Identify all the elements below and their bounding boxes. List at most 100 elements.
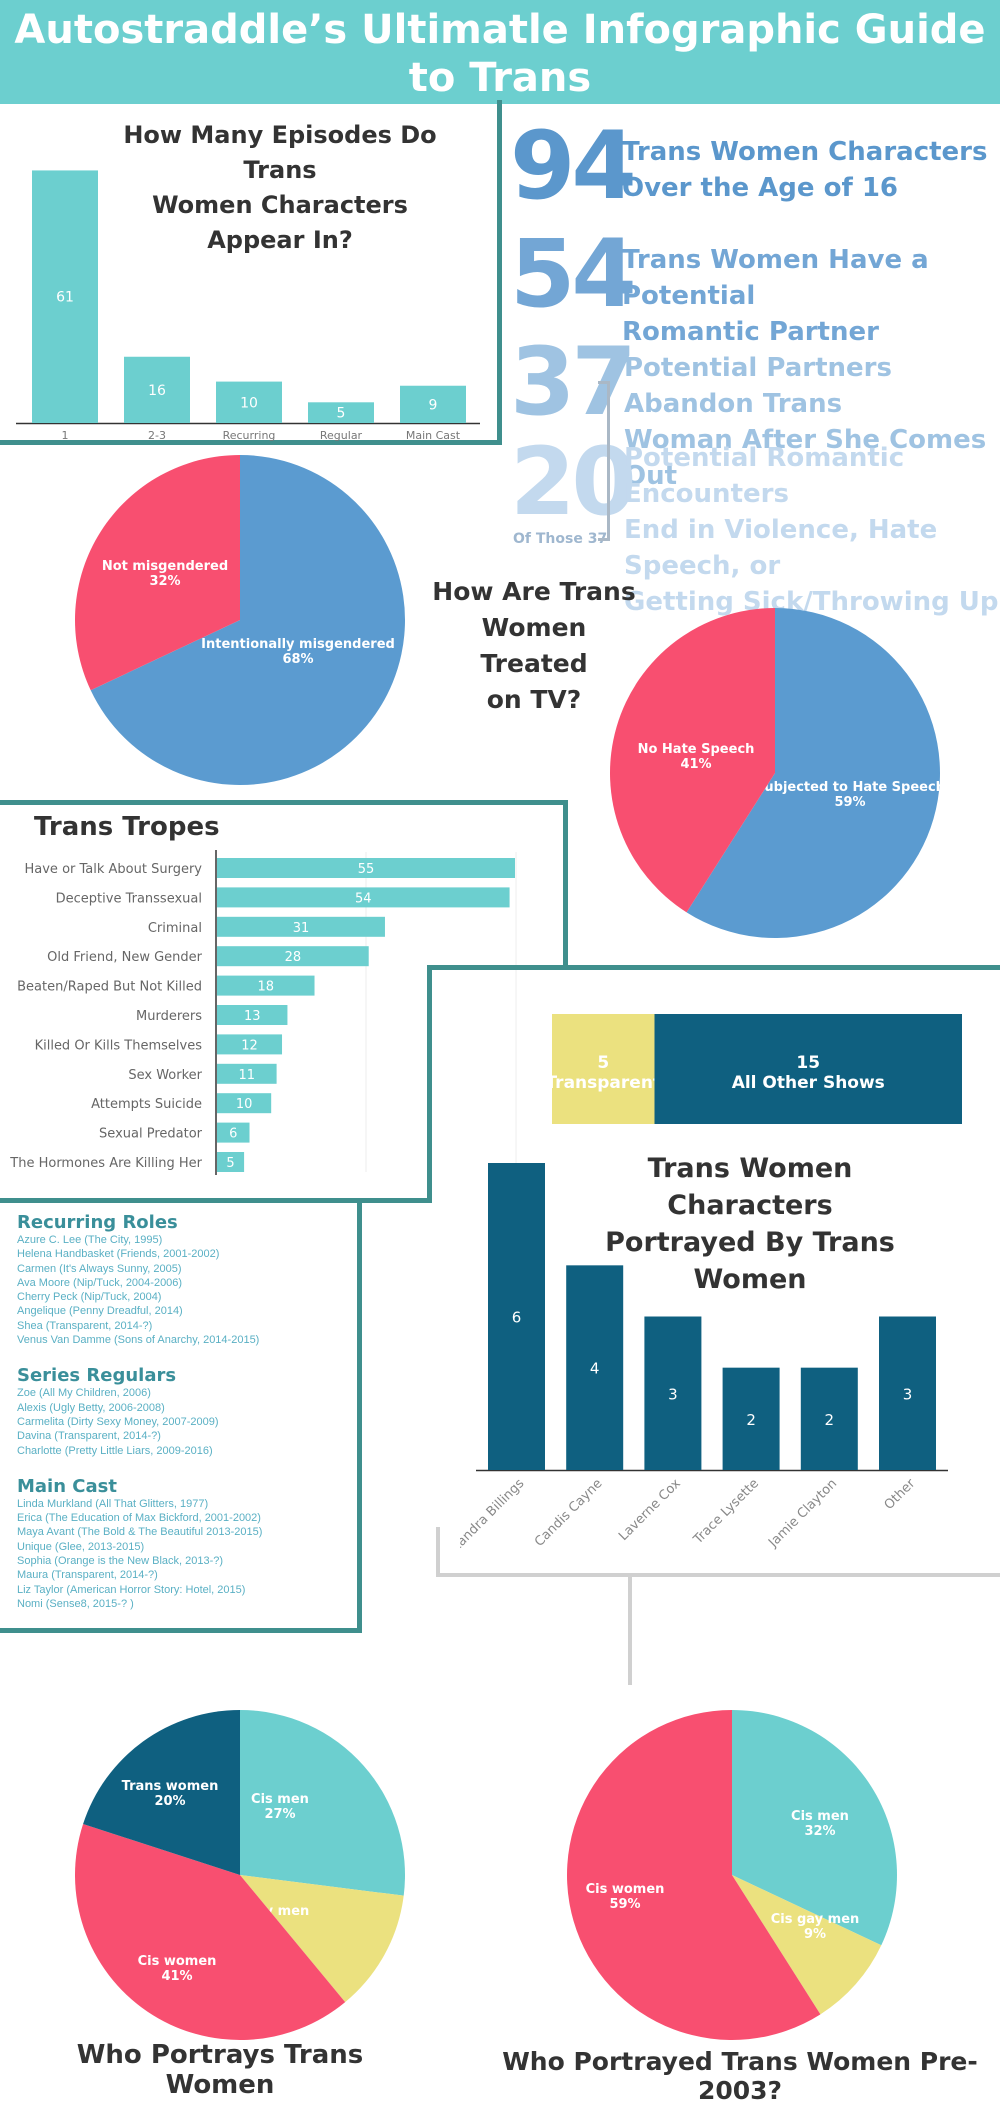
pie-slice-label: Cis men [791, 1809, 849, 1824]
tropes-bar [217, 1063, 277, 1084]
roles-group-recurring: Recurring Roles Azure C. Lee (The City, … [17, 1212, 352, 1347]
episodes-bar [308, 402, 374, 423]
episodes-bar-value: 16 [148, 383, 166, 399]
stat-text-20-line2: End in Violence, Hate Speech, or [624, 515, 938, 581]
episodes-chart-title-line2: Women Characters Appear In? [152, 191, 408, 254]
portrayed-bar-value: 2 [825, 1411, 835, 1429]
roles-heading: Recurring Roles [17, 1212, 178, 1233]
stats-subnote: Of Those 37 [513, 531, 608, 547]
role-item: Azure C. Lee (The City, 1995) [17, 1234, 163, 1246]
shows-segment [552, 1014, 655, 1124]
pie-slice-pct: 32% [149, 574, 180, 589]
tropes-box-top-border [0, 800, 568, 805]
tropes-bar [217, 916, 385, 937]
treated-title-line2: Women Treated [480, 613, 588, 678]
portrayed-panel-left-border [427, 965, 432, 1203]
tropes-bar [217, 946, 369, 967]
tropes-category-label: The Hormones Are Killing Her [9, 1156, 202, 1171]
episodes-box-bottom-border [0, 440, 502, 445]
episodes-tick-label: Regular [320, 429, 363, 442]
tropes-bar-value: 12 [241, 1038, 258, 1053]
tropes-box-right-border [563, 800, 568, 970]
stat-number-94: 94 [510, 112, 637, 221]
role-item: Nomi (Sense8, 2015-? ) [17, 1597, 134, 1610]
episodes-tick-label: 2-3 [148, 429, 166, 442]
portrayed-panel-top-border [427, 965, 1000, 970]
role-item: Shea (Transparent, 2014-?) [17, 1319, 153, 1332]
pie-slice [83, 1710, 240, 1875]
pie-slice [90, 455, 405, 785]
tropes-title: Trans Tropes [34, 812, 220, 842]
roles-box-right-border [357, 1198, 362, 1633]
roles-heading: Main Cast [17, 1475, 117, 1497]
portrayed-bar-value: 3 [903, 1385, 913, 1403]
tropes-bar-value: 11 [239, 1068, 256, 1083]
pie-slice-pct: 9% [804, 1927, 826, 1942]
tropes-bar [217, 1122, 250, 1143]
role-item: Alexis (Ugly Betty, 2006-2008) [17, 1401, 165, 1414]
portrayed-bar [800, 1367, 858, 1470]
role-item: Venus Van Damme (Sons of Anarchy, 2014-2… [17, 1334, 260, 1347]
role-item: Unique (Glee, 2013-2015) [17, 1540, 145, 1553]
tropes-bar-value: 31 [293, 921, 310, 936]
treated-title-line3: on TV? [486, 685, 582, 714]
roles-box-bottom-border [0, 1628, 362, 1633]
role-item: Angelique (Penny Dreadful, 2014) [17, 1305, 183, 1318]
portrayed-bar-value: 3 [668, 1385, 678, 1403]
episodes-bar-value: 5 [337, 406, 346, 422]
shows-segment-label: All Other Shows [732, 1073, 885, 1093]
role-item: Maya Avant (The Bold & The Beautiful 201… [17, 1526, 263, 1539]
tropes-bar [217, 975, 315, 996]
episodes-bar [216, 381, 282, 423]
tropes-bar-value: 55 [358, 862, 375, 877]
pie-slice-label: Cis women [586, 1882, 665, 1897]
episodes-box-right-border [497, 100, 502, 445]
roles-list: Recurring Roles Azure C. Lee (The City, … [17, 1212, 352, 1611]
treated-title: How Are Trans Women Treated on TV? [430, 574, 638, 718]
portrayed-bar-value: 6 [512, 1309, 522, 1327]
stat-text-20: Potential Romantic Encounters End in Vio… [624, 440, 1000, 620]
stat-text-20-line3: Getting Sick/Throwing Up [624, 587, 999, 617]
stat-text-54-line2: Romantic Partner [622, 317, 879, 347]
tropes-category-label: Attempts Suicide [91, 1097, 202, 1112]
pie-slice-label: Subjected to Hate Speech [755, 780, 945, 795]
portrayed-title-line2: Portrayed By Trans Women [605, 1227, 895, 1295]
episodes-bar [32, 170, 98, 423]
shows-segment [654, 1014, 962, 1124]
tropes-category-label: Have or Talk About Surgery [25, 862, 203, 877]
who-portrays-title: Who Portrays Trans Women [76, 2040, 364, 2100]
pie-slice-label: Cis gay men [771, 1912, 860, 1927]
episodes-chart-title-line1: How Many Episodes Do Trans [123, 121, 437, 184]
episodes-bar [400, 385, 466, 423]
portrayed-bracket [436, 1527, 1000, 1577]
tropes-bar-value: 6 [229, 1127, 237, 1142]
stat-number-37: 37 [510, 328, 637, 437]
tropes-category-label: Criminal [148, 921, 202, 936]
tropes-category-label: Beaten/Raped But Not Killed [17, 980, 202, 995]
treated-title-line1: How Are Trans [432, 577, 636, 606]
portrayed-bar-value: 4 [590, 1360, 600, 1378]
stats-bracket [598, 381, 610, 541]
tropes-category-label: Killed Or Kills Themselves [35, 1038, 203, 1053]
episodes-chart-title: How Many Episodes Do Trans Women Charact… [100, 118, 460, 258]
stat-number-54: 54 [510, 220, 637, 329]
tropes-category-label: Sexual Predator [99, 1127, 203, 1142]
tropes-bar [217, 1005, 288, 1025]
role-item: Helena Handbasket (Friends, 2001-2002) [17, 1248, 220, 1261]
pie-slice-pct: 32% [804, 1824, 835, 1839]
tropes-bar-chart: 55 Have or Talk About Surgery 54 Deceptive … [9, 850, 517, 1175]
role-item: Maura (Transparent, 2014-?) [17, 1569, 158, 1582]
pie-slice-label: Not misgendered [102, 559, 228, 574]
episodes-tick-label: Recurring [223, 429, 276, 442]
pie-slice [732, 1710, 897, 1946]
stat-text-37-line1: Potential Partners Abandon Trans [624, 353, 892, 419]
episodes-bar-value: 10 [240, 395, 258, 411]
tropes-bar-value: 10 [236, 1097, 253, 1112]
pie-slice-pct: 41% [161, 1969, 192, 1984]
roles-heading: Series Regulars [17, 1365, 177, 1387]
episodes-bar-value: 61 [56, 290, 74, 306]
tropes-bar [217, 887, 510, 908]
